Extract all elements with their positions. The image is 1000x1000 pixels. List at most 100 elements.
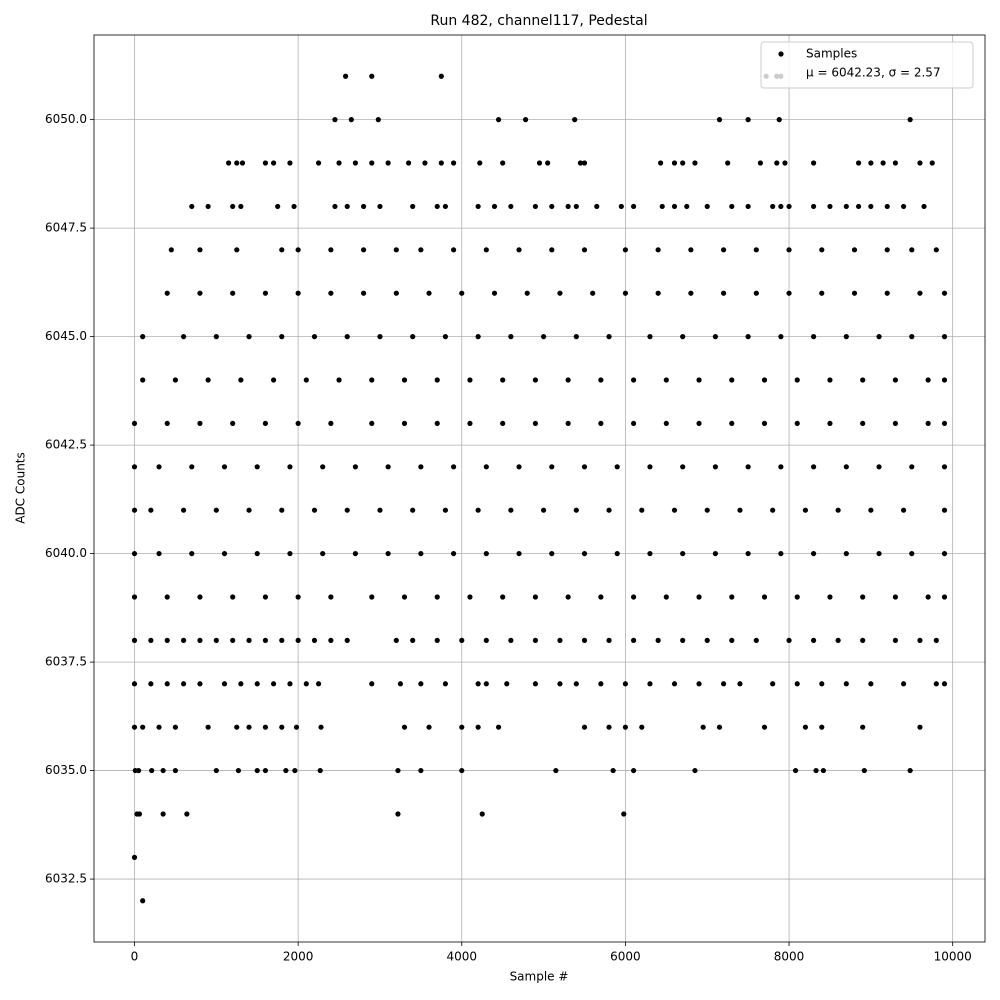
- point: [442, 203, 449, 210]
- point: [328, 594, 334, 600]
- point: [342, 73, 349, 79]
- point: [680, 464, 686, 470]
- point: [230, 594, 236, 600]
- point: [819, 290, 825, 296]
- point: [131, 550, 138, 557]
- point: [239, 160, 246, 166]
- point: [876, 550, 882, 557]
- point: [131, 681, 138, 687]
- point: [140, 334, 146, 340]
- point: [630, 637, 637, 643]
- point: [557, 681, 563, 687]
- point: [246, 724, 252, 730]
- point: [621, 811, 627, 817]
- point: [843, 550, 849, 557]
- point: [851, 290, 858, 296]
- point: [418, 550, 424, 557]
- point: [540, 507, 547, 513]
- point: [671, 507, 678, 513]
- point: [565, 420, 571, 427]
- point: [287, 160, 293, 166]
- point: [495, 724, 502, 730]
- point: [598, 594, 604, 600]
- point: [810, 160, 817, 166]
- point: [131, 637, 138, 643]
- point: [508, 334, 514, 340]
- point: [572, 117, 578, 123]
- point: [303, 377, 309, 383]
- point: [778, 334, 784, 340]
- point: [332, 203, 338, 210]
- point: [295, 594, 301, 600]
- point: [917, 724, 923, 730]
- point: [761, 420, 768, 427]
- point: [393, 247, 399, 253]
- point: [581, 637, 588, 643]
- point: [917, 637, 923, 643]
- point: [213, 767, 219, 774]
- point: [197, 290, 203, 296]
- point: [753, 637, 759, 643]
- point: [688, 290, 694, 296]
- point: [907, 767, 913, 774]
- point: [230, 203, 236, 210]
- point: [328, 420, 334, 427]
- point: [270, 160, 277, 166]
- point: [401, 420, 408, 427]
- point: [696, 681, 702, 687]
- point: [794, 377, 800, 383]
- point: [778, 464, 784, 470]
- point: [475, 203, 481, 210]
- point: [606, 724, 612, 730]
- point: [442, 334, 449, 340]
- x-axis-label: Sample #: [510, 970, 569, 984]
- point: [720, 681, 727, 687]
- point: [892, 160, 899, 166]
- point: [295, 637, 301, 643]
- point: [671, 681, 678, 687]
- point: [397, 681, 404, 687]
- point: [884, 290, 890, 296]
- y-tick-label: 6037.5: [45, 655, 87, 669]
- point: [835, 637, 841, 643]
- point: [573, 203, 579, 210]
- point: [205, 377, 211, 383]
- point: [618, 203, 624, 210]
- point: [704, 637, 710, 643]
- point: [941, 550, 948, 557]
- point: [410, 507, 416, 513]
- point: [745, 117, 751, 123]
- point: [941, 290, 948, 296]
- plot-frame: [93, 34, 986, 943]
- point: [941, 594, 948, 600]
- point: [172, 724, 179, 730]
- point: [622, 290, 629, 296]
- point: [500, 420, 506, 427]
- point: [336, 160, 342, 166]
- point: [692, 160, 698, 166]
- point: [422, 160, 428, 166]
- point: [843, 681, 849, 687]
- point: [401, 724, 408, 730]
- point: [369, 160, 375, 166]
- point: [516, 464, 522, 470]
- point: [712, 334, 719, 340]
- point: [479, 811, 485, 817]
- point: [377, 334, 383, 340]
- point: [438, 73, 444, 79]
- point: [581, 550, 588, 557]
- point: [820, 767, 827, 774]
- point: [549, 203, 555, 210]
- point: [909, 464, 915, 470]
- point: [320, 464, 326, 470]
- point: [925, 377, 931, 383]
- point: [810, 550, 817, 557]
- point: [254, 550, 260, 557]
- point: [434, 420, 440, 427]
- y-tick-label: 6050.0: [45, 112, 87, 126]
- point: [197, 247, 203, 253]
- point: [770, 681, 776, 687]
- point: [434, 203, 440, 210]
- point: [491, 203, 498, 210]
- point: [761, 377, 768, 383]
